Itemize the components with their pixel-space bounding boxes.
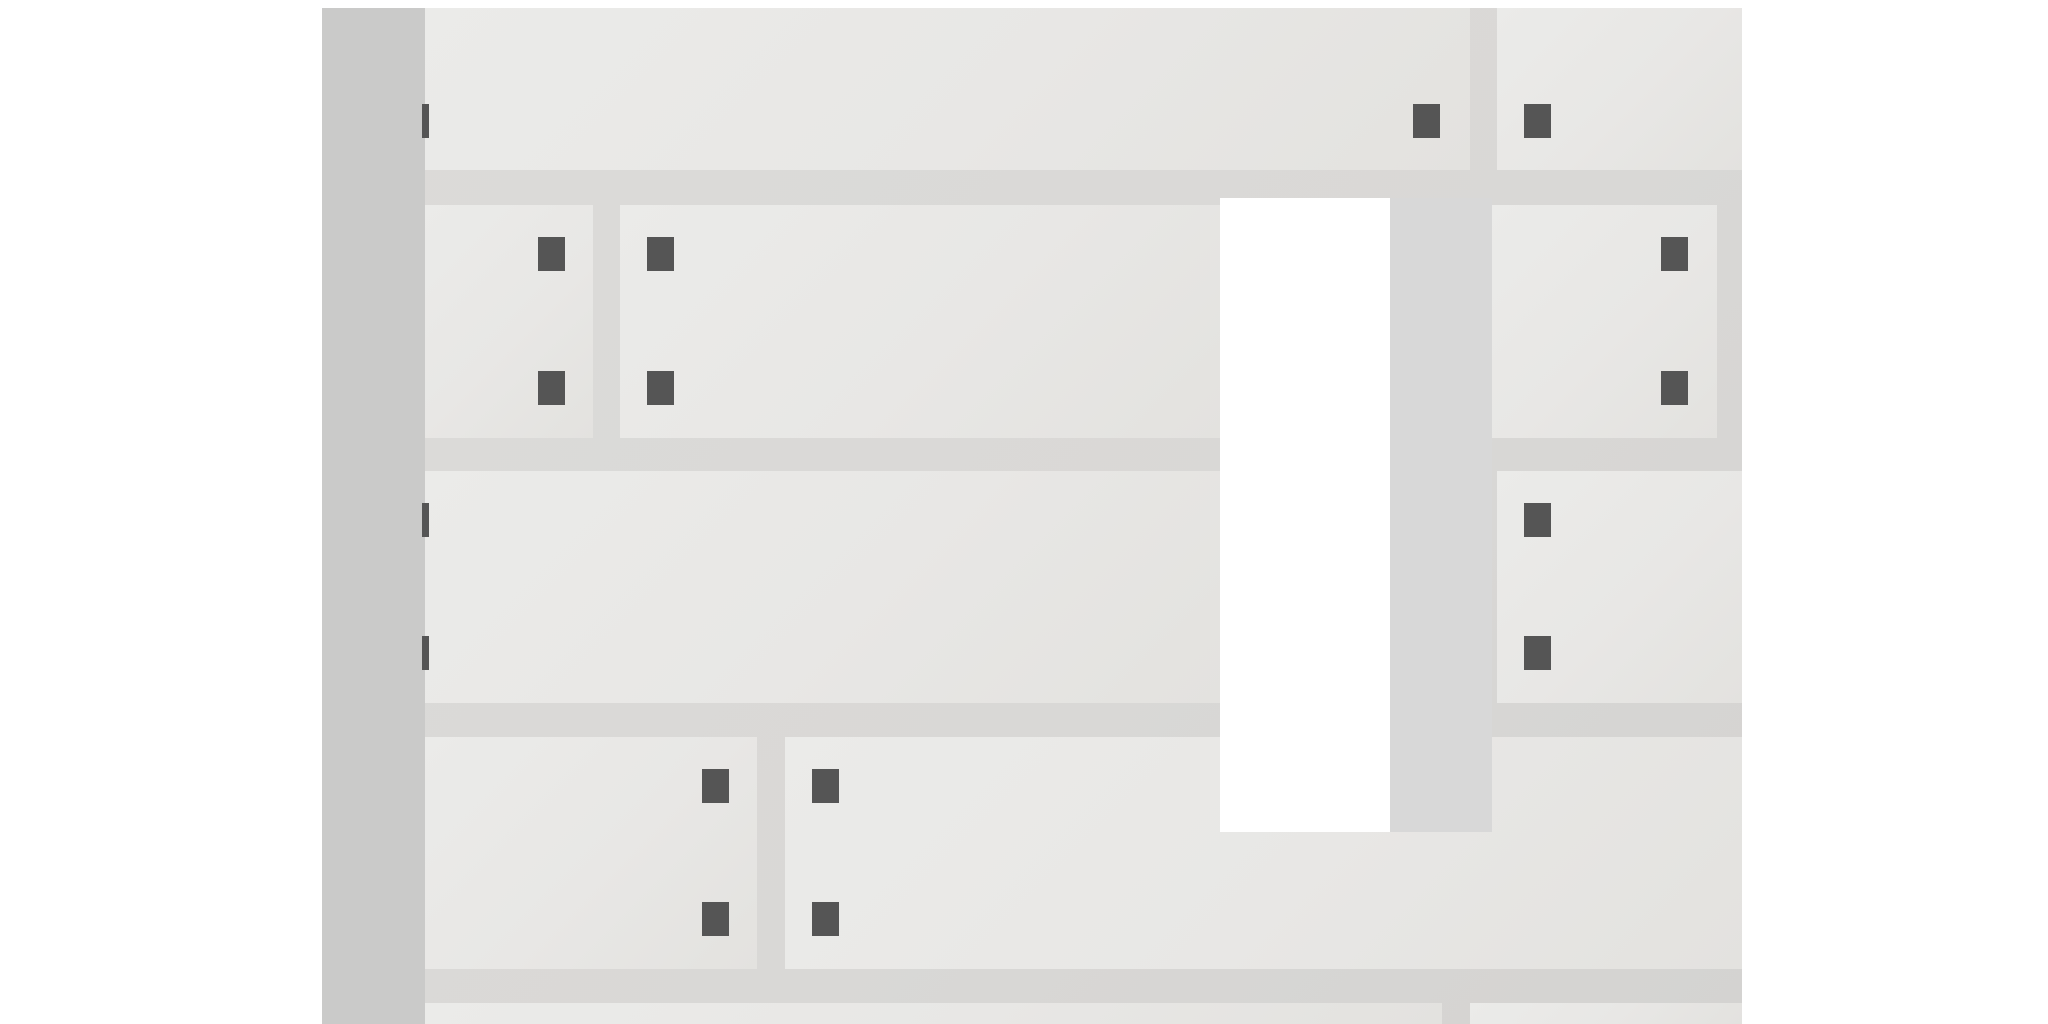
bolt-icon (1524, 503, 1551, 537)
bolt-icon (1413, 104, 1440, 138)
open-slot (1220, 198, 1390, 832)
left-post (322, 8, 425, 1024)
wall-panel-row3-long (425, 471, 1220, 703)
wall-panel-row1-right (1497, 8, 1742, 170)
wall-panel-row4-short (425, 737, 757, 969)
bolt-icon (1524, 636, 1551, 670)
bolt-icon (422, 636, 429, 670)
chute-shadow (1390, 198, 1492, 832)
bolt-icon (702, 902, 729, 936)
bolt-icon (422, 104, 429, 138)
bolt-icon (1524, 104, 1551, 138)
bolt-icon (1661, 237, 1688, 271)
bolt-icon (812, 902, 839, 936)
bolt-icon (647, 371, 674, 405)
bolt-icon (702, 769, 729, 803)
bolt-icon (812, 769, 839, 803)
bolt-icon (538, 371, 565, 405)
wall-panel-row5-long (425, 1003, 1442, 1024)
bolt-icon (538, 237, 565, 271)
wall-panel-row2-short (425, 205, 593, 438)
bolt-icon (1661, 371, 1688, 405)
wall-panel-row2-long (620, 205, 1220, 438)
wall-panel-row1-long (425, 8, 1470, 170)
bolt-icon (647, 237, 674, 271)
wall-panel-row5-right (1470, 1003, 1742, 1024)
bolt-icon (422, 503, 429, 537)
